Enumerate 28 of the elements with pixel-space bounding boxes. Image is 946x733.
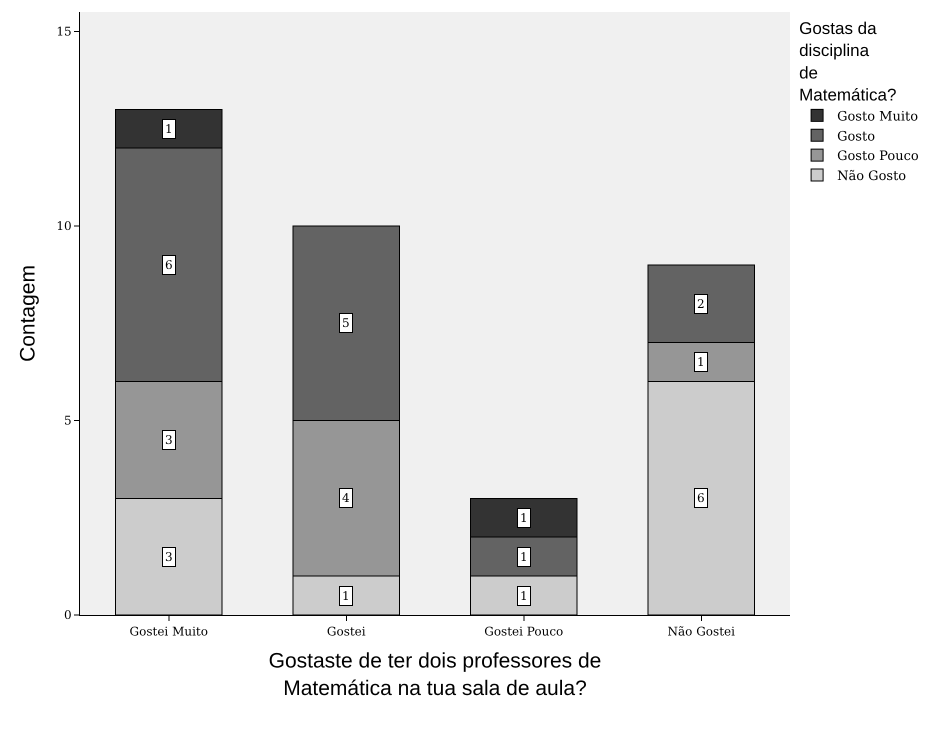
y-tick-label: 10 [56,219,72,234]
legend-title: Gostas da disciplina de Matemática? [799,19,896,104]
x-tick-label: Gostei Muito [130,624,208,638]
legend-label: Não Gosto [837,169,906,184]
data-label: 1 [697,355,705,369]
x-axis-title: Gostaste de ter dois professores de Matemática na tua sala de aula? [268,650,602,700]
data-label: 1 [165,122,173,136]
x-tick-label: Não Gostei [668,624,736,638]
legend-label: Gosto Muito [837,109,918,124]
data-label: 4 [342,491,350,505]
data-label: 2 [697,297,705,311]
x-tick-label: Gostei [326,624,366,638]
y-axis-title: Contagem [16,265,40,362]
legend-label: Gosto Pouco [837,149,919,164]
data-label: 1 [520,511,528,525]
x-tick-label: Gostei Pouco [484,624,564,638]
data-label: 5 [342,316,350,330]
data-label: 3 [165,550,173,564]
legend-label: Gosto [837,129,876,144]
y-tick-label: 5 [64,414,72,428]
data-label: 1 [342,589,350,603]
data-label: 3 [165,433,173,447]
data-label: 1 [520,589,528,603]
y-tick-label: 0 [64,608,72,622]
data-label: 6 [165,258,173,272]
data-label: 6 [697,491,705,505]
y-tick-label: 15 [56,24,72,39]
data-label: 1 [520,550,528,564]
